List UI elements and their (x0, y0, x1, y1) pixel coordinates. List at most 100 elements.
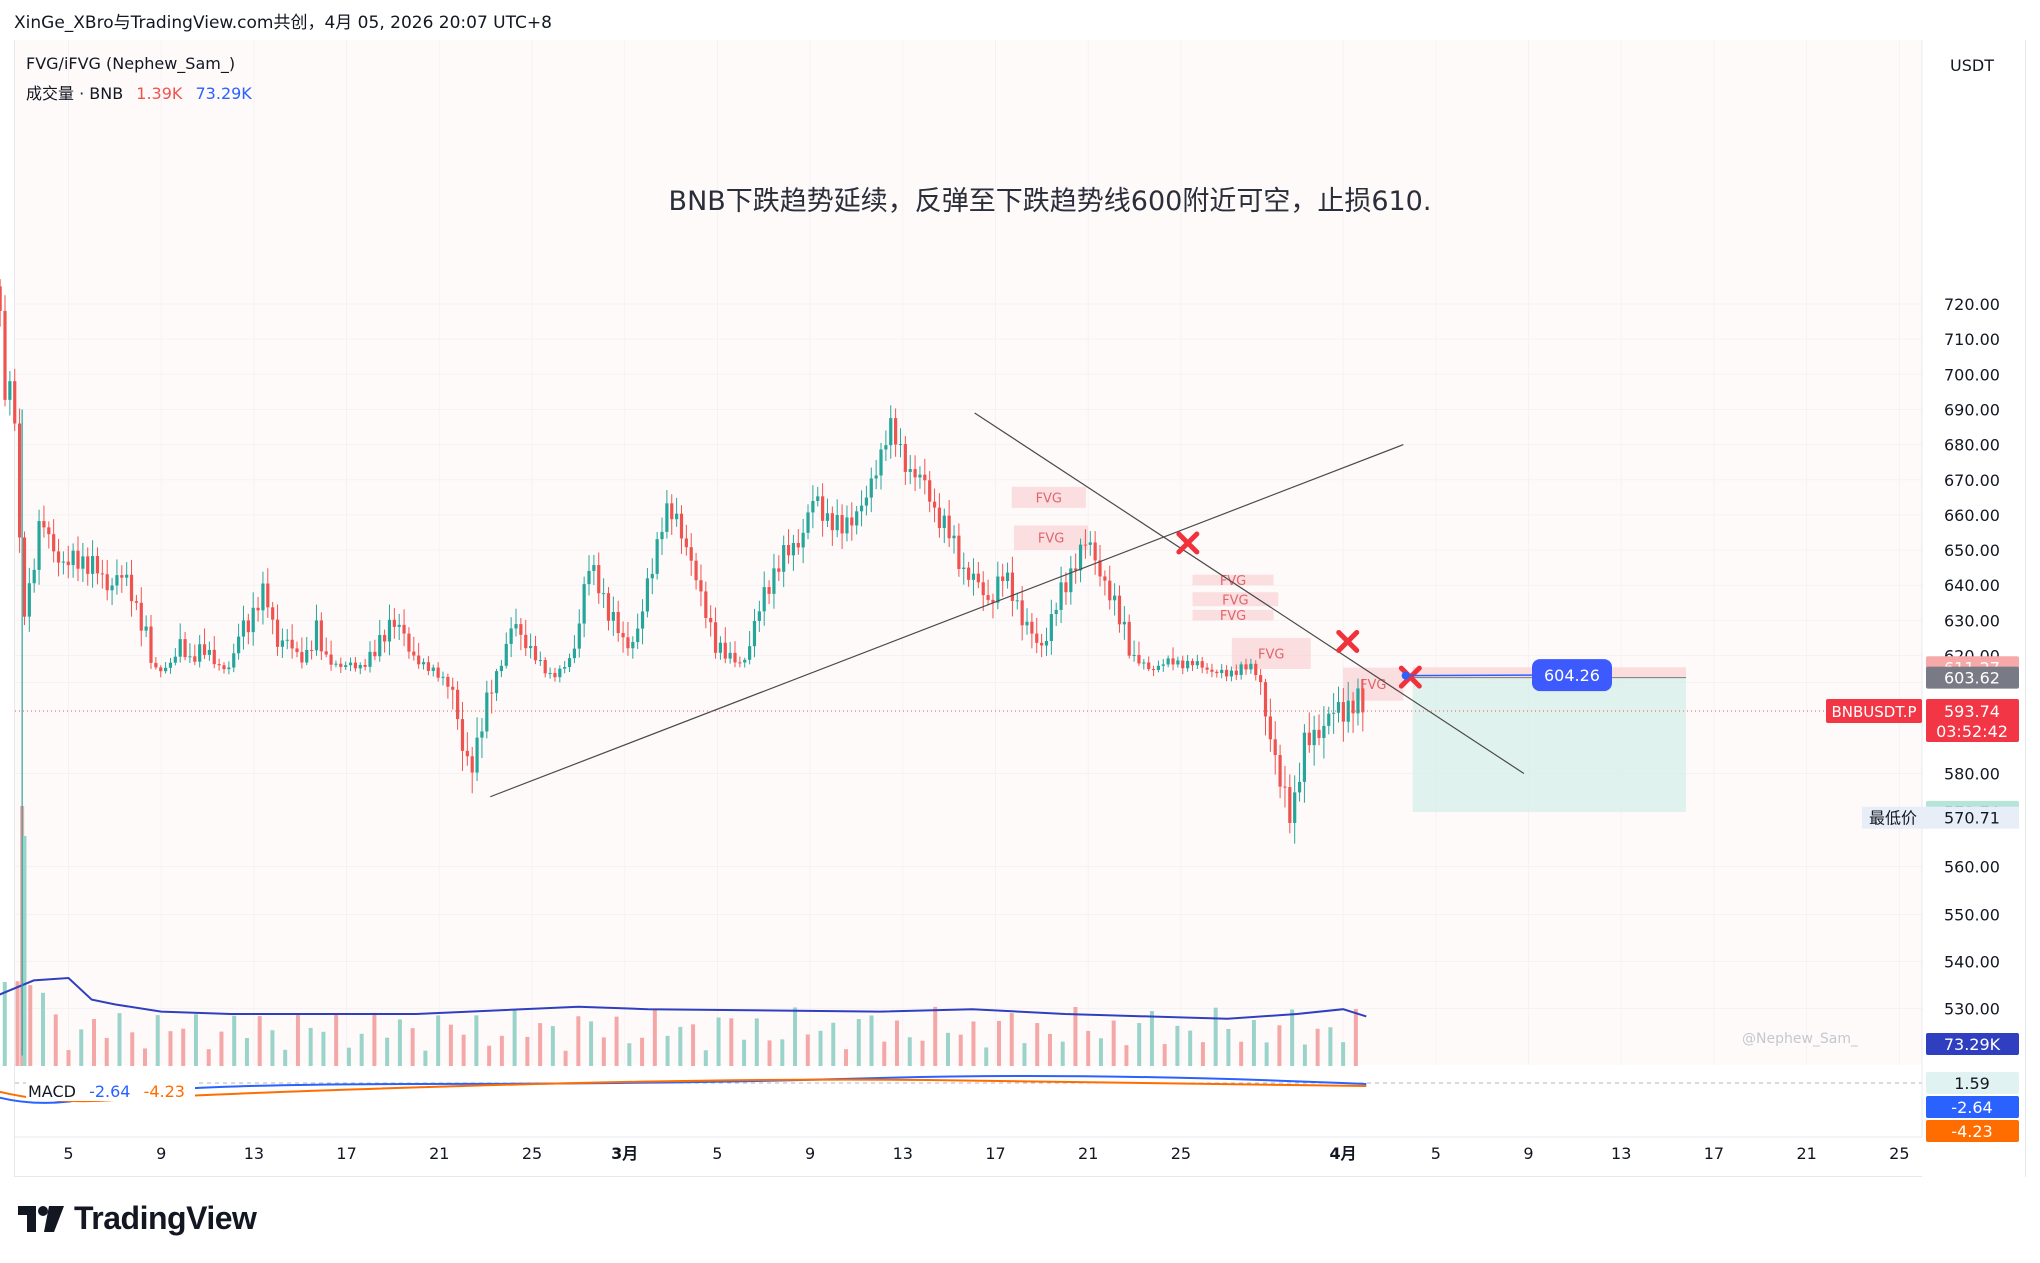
candle (928, 471, 932, 513)
candle (1283, 765, 1287, 808)
candle (1054, 602, 1058, 626)
indicator-macd[interactable]: MACD -2.64 -4.23 (26, 1082, 195, 1101)
candle-body (835, 515, 839, 531)
candle (864, 485, 869, 516)
candle (650, 558, 654, 595)
price-tag-1-bg (1926, 666, 2019, 689)
candle (178, 623, 182, 663)
indicator-volume[interactable]: 成交量 · BNB 1.39K 73.29K (26, 80, 260, 104)
volume-bar (461, 1034, 466, 1066)
macd-tag-text: -4.23 (1951, 1122, 1992, 1141)
candle-body (1361, 688, 1365, 713)
fvg-box-3[interactable]: FVG (1192, 592, 1279, 608)
volume-bar (1302, 1044, 1307, 1066)
x-tick-label: 21 (429, 1144, 449, 1163)
y-tick-label: 580.00 (1944, 765, 2000, 784)
candle-body (971, 573, 976, 580)
candle (757, 600, 761, 632)
candle-body (889, 418, 893, 446)
candle-body (378, 635, 382, 657)
candle (373, 639, 377, 661)
candle (0, 279, 2, 327)
chart-pane-bg (15, 40, 1922, 1065)
y-tick-label: 690.00 (1944, 400, 2000, 419)
currency-label[interactable]: USDT (1950, 56, 1994, 75)
candle (490, 679, 494, 714)
volume-bar (1277, 1025, 1282, 1066)
candle (1156, 660, 1161, 673)
fvg-box-1[interactable]: FVG (1014, 525, 1089, 551)
lowest-price-tag: 最低价 570.71 (1862, 806, 2019, 829)
current-price-tag-bg (1926, 698, 2019, 742)
candle (168, 657, 173, 674)
candle-body (577, 623, 581, 649)
candle (1078, 538, 1083, 583)
volume-bar (410, 1028, 415, 1066)
candle-body (1015, 600, 1019, 602)
volume-bar (257, 1016, 262, 1066)
candle (991, 593, 995, 619)
candle (1293, 775, 1297, 844)
candle (699, 564, 703, 607)
symbol-badge[interactable]: BNBUSDT.P (1826, 698, 1922, 723)
trendline-1[interactable] (974, 412, 1525, 775)
candle (611, 596, 615, 636)
candle-body (159, 667, 163, 672)
candle-body (1195, 661, 1199, 666)
candle-body (460, 719, 465, 751)
candle (655, 532, 659, 580)
short-position-tool[interactable] (1412, 667, 1687, 812)
candle-body (772, 568, 776, 594)
volume-bar (614, 1016, 619, 1066)
countdown-text: 03:52:42 (1936, 722, 2008, 741)
volume-bar (244, 1037, 249, 1066)
candle-body (475, 737, 479, 773)
candle (874, 459, 878, 490)
x-tick-label: 9 (805, 1144, 815, 1163)
price-tag-1[interactable]: 603.62 (1926, 666, 2019, 689)
volume-bar (1022, 1043, 1027, 1066)
candle (164, 662, 168, 674)
candle-body (796, 542, 800, 548)
trendline-0[interactable] (490, 444, 1404, 798)
candle-body (490, 692, 494, 694)
candle-body (168, 662, 173, 668)
candle (640, 599, 645, 645)
candle (548, 667, 552, 679)
candle (952, 525, 956, 554)
candle (47, 521, 51, 549)
candle (149, 614, 153, 669)
entry-callout[interactable]: 604.26 (1532, 659, 1612, 692)
fvg-zone (1011, 486, 1086, 508)
volume-bar (206, 1049, 211, 1066)
fvg-box-4[interactable]: FVG (1192, 609, 1274, 624)
candle-body (368, 651, 372, 667)
volume-bar (1073, 1006, 1078, 1066)
candle (1302, 724, 1307, 803)
candle (1137, 641, 1141, 666)
fvg-box-5[interactable]: FVG (1231, 637, 1311, 669)
candle-body (251, 607, 255, 633)
candle-body (791, 542, 796, 556)
candle-body (86, 556, 90, 574)
candle-body (314, 620, 319, 651)
candle (830, 506, 834, 546)
candle-body (558, 668, 562, 678)
candle-body (494, 671, 499, 694)
fvg-label: FVG (1038, 532, 1064, 547)
candle (198, 635, 202, 668)
indicator-fvg[interactable]: FVG/iFVG (Nephew_Sam_) (26, 54, 243, 73)
candle (446, 673, 450, 699)
fvg-box-6[interactable]: FVG (1343, 667, 1404, 701)
indicator-fvg-label: FVG/iFVG (Nephew_Sam_) (26, 54, 236, 73)
candle (329, 640, 333, 671)
candle (738, 656, 742, 668)
candle (777, 555, 781, 582)
candle (923, 458, 927, 495)
candle-body (869, 478, 873, 498)
fvg-box-0[interactable]: FVG (1011, 486, 1086, 508)
candle-body (918, 474, 922, 478)
candle-body (402, 624, 406, 634)
